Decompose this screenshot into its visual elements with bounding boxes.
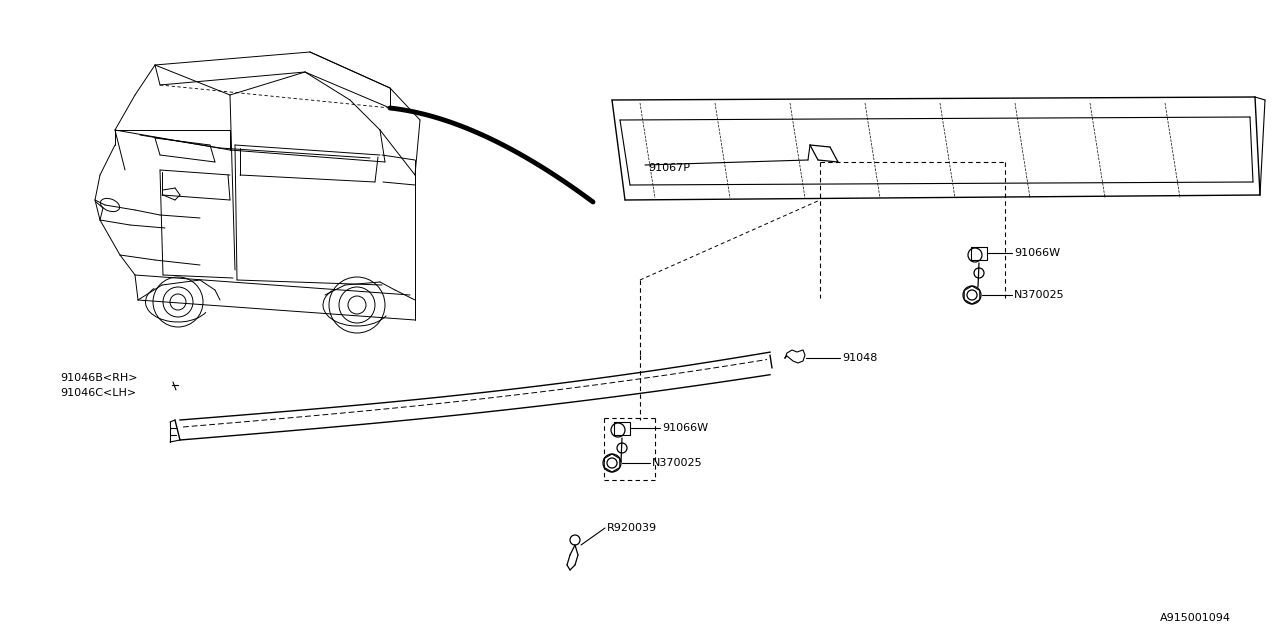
Text: 91048: 91048 [842,353,877,363]
Text: N370025: N370025 [652,458,703,468]
Text: 91066W: 91066W [662,423,708,433]
Text: 91046B<RH>: 91046B<RH> [60,373,137,383]
Text: 91067P: 91067P [648,163,690,173]
Text: 91066W: 91066W [1014,248,1060,258]
Text: N370025: N370025 [1014,290,1065,300]
Text: A915001094: A915001094 [1160,613,1231,623]
Text: 91046C<LH>: 91046C<LH> [60,388,136,398]
Text: R920039: R920039 [607,523,657,533]
